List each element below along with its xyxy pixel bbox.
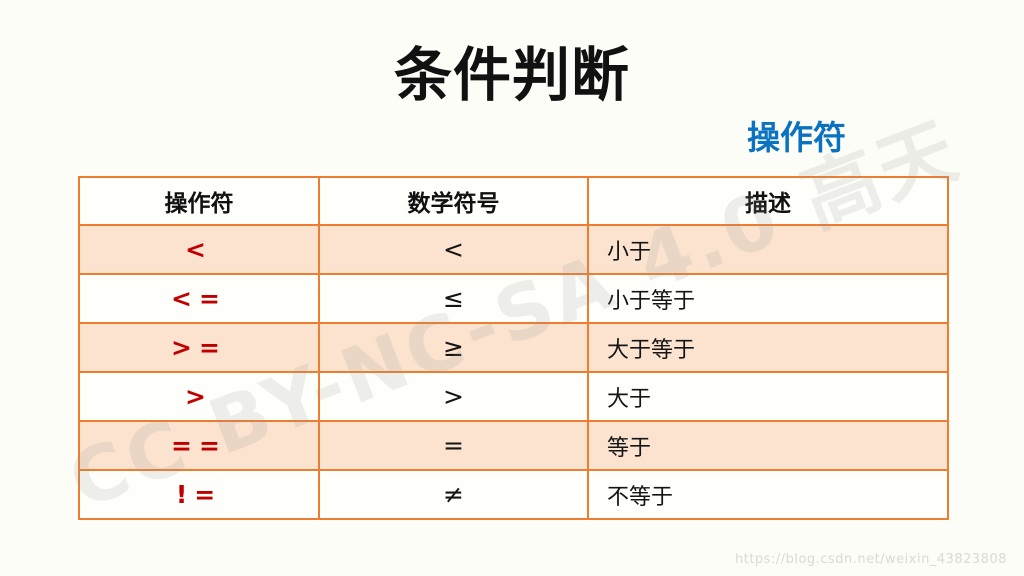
table-row: == = 等于 [78,420,949,471]
col-header-operator: 操作符 [78,176,320,226]
symbol-cell: > [318,371,589,422]
operator-cell: <= [78,273,320,324]
operator-cell: >= [78,322,320,373]
symbol-cell: ≠ [318,469,589,520]
table-row: < < 小于 [78,224,949,275]
description-cell: 大于等于 [587,322,949,373]
operator-cell: == [78,420,320,471]
operator-cell: != [78,469,320,520]
description-cell: 大于 [587,371,949,422]
operators-table: 操作符 数学符号 描述 < < 小于 <= ≤ 小于等于 >= ≥ 大于等于 > > 大于 == = 等于!… [78,176,949,520]
table-row: != ≠ 不等于 [78,469,949,520]
section-label: 操作符 [747,118,846,157]
symbol-cell: < [318,224,589,275]
symbol-cell: ≥ [318,322,589,373]
url-watermark: https://blog.csdn.net/weixin_43823808 [734,552,1007,567]
symbol-cell: = [318,420,589,471]
operator-cell: < [78,224,320,275]
slide-title: 条件判断 [393,41,630,109]
table-body: < < 小于 <= ≤ 小于等于 >= ≥ 大于等于 > > 大于 == = 等于 != ≠ 不等于 [78,224,949,520]
table-head: 操作符 数学符号 描述 [78,176,949,226]
table-row: >= ≥ 大于等于 [78,322,949,373]
description-cell: 不等于 [587,469,949,520]
table-row: > > 大于 [78,371,949,422]
col-header-symbol: 数学符号 [318,176,589,226]
description-cell: 小于 [587,224,949,275]
description-cell: 小于等于 [587,273,949,324]
col-header-description: 描述 [587,176,949,226]
symbol-cell: ≤ [318,273,589,324]
table-header-row: 操作符 数学符号 描述 [78,176,949,226]
operator-cell: > [78,371,320,422]
description-cell: 等于 [587,420,949,471]
table-row: <= ≤ 小于等于 [78,273,949,324]
